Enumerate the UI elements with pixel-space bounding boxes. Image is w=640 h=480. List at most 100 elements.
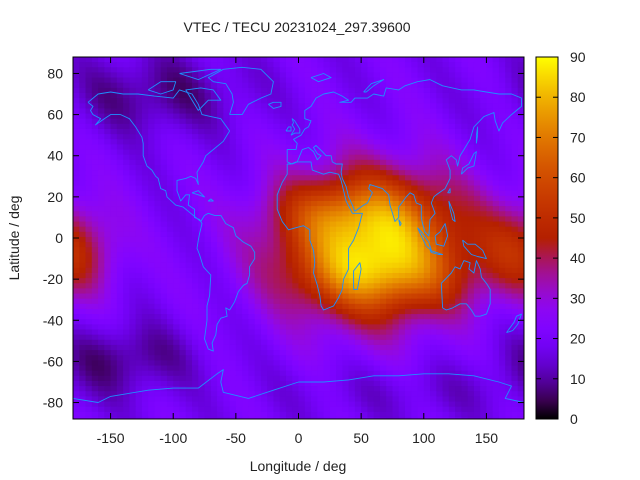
heatmap-cell (411, 164, 419, 171)
heatmap-cell (91, 57, 99, 63)
heatmap-cell (141, 77, 149, 84)
heatmap-cell (154, 98, 162, 104)
heatmap-cell (129, 314, 137, 320)
heatmap-cell (505, 159, 513, 166)
heatmap-cell (192, 303, 199, 310)
heatmap-cell (217, 257, 224, 264)
heatmap-cell (411, 67, 419, 74)
heatmap-cell (242, 329, 249, 336)
heatmap-cell (235, 324, 243, 331)
heatmap-cell (373, 92, 381, 99)
heatmap-cell (166, 149, 174, 156)
heatmap-cell (373, 216, 381, 223)
heatmap-cell (498, 103, 506, 110)
heatmap-cell (210, 308, 218, 315)
heatmap-cell (185, 334, 193, 341)
heatmap-cell (317, 272, 325, 279)
heatmap-cell (223, 144, 231, 151)
heatmap-cell (260, 231, 268, 238)
heatmap-cell (473, 355, 481, 361)
heatmap-cell (386, 108, 394, 115)
heatmap-cell (398, 339, 406, 346)
heatmap-cell (116, 350, 124, 356)
heatmap-cell (304, 77, 312, 84)
heatmap-cell (442, 386, 450, 392)
heatmap-cell (235, 57, 243, 63)
heatmap-cell (185, 319, 193, 325)
heatmap-cell (79, 108, 87, 115)
heatmap-cell (185, 355, 193, 361)
heatmap-cell (379, 324, 387, 331)
heatmap-cell (298, 293, 306, 300)
heatmap-cell (455, 103, 462, 110)
heatmap-cell (242, 98, 249, 104)
heatmap-cell (317, 159, 325, 166)
heatmap-cell (173, 206, 181, 212)
heatmap-cell (511, 170, 519, 176)
heatmap-cell (123, 98, 130, 104)
heatmap-cell (267, 272, 275, 279)
heatmap-cell (467, 396, 475, 403)
heatmap-cell (404, 391, 412, 397)
heatmap-cell (110, 221, 118, 228)
heatmap-cell (317, 314, 325, 320)
heatmap-cell (85, 283, 93, 289)
heatmap-cell (311, 108, 318, 115)
heatmap-cell (229, 216, 237, 223)
heatmap-cell (342, 324, 350, 331)
heatmap-cell (455, 278, 462, 284)
heatmap-cell (304, 216, 312, 223)
heatmap-cell (411, 103, 419, 110)
heatmap-cell (73, 236, 80, 243)
heatmap-cell (254, 200, 262, 207)
heatmap-cell (141, 170, 149, 176)
heatmap-cell (498, 267, 506, 274)
heatmap-cell (361, 386, 368, 392)
heatmap-cell (129, 396, 137, 403)
heatmap-cell (210, 180, 218, 187)
heatmap-cell (141, 92, 149, 99)
heatmap-cell (116, 72, 124, 79)
heatmap-cell (223, 319, 231, 325)
heatmap-cell (173, 344, 181, 351)
heatmap-cell (73, 164, 80, 171)
heatmap-cell (423, 175, 431, 182)
heatmap-cell (311, 185, 318, 192)
heatmap-cell (398, 77, 406, 84)
heatmap-cell (354, 267, 362, 274)
heatmap-cell (198, 118, 206, 125)
heatmap-cell (141, 185, 149, 192)
heatmap-cell (423, 293, 431, 300)
heatmap-cell (116, 319, 124, 325)
heatmap-cell (455, 123, 462, 130)
heatmap-cell (123, 231, 130, 238)
heatmap-cell (480, 298, 488, 305)
heatmap-cell (467, 231, 475, 238)
heatmap-cell (304, 319, 312, 325)
heatmap-cell (229, 242, 237, 248)
heatmap-cell (98, 391, 105, 397)
heatmap-cell (85, 262, 93, 269)
heatmap-cell (79, 72, 87, 79)
heatmap-cell (223, 190, 231, 197)
heatmap-cell (398, 139, 406, 146)
heatmap-cell (442, 92, 450, 99)
heatmap-cell (367, 257, 375, 264)
heatmap-cell (85, 62, 93, 68)
heatmap-cell (267, 257, 275, 264)
heatmap-cell (480, 82, 488, 89)
heatmap-cell (217, 82, 224, 89)
heatmap-cell (304, 375, 312, 382)
heatmap-cell (311, 216, 318, 223)
heatmap-cell (292, 375, 300, 382)
heatmap-cell (448, 103, 456, 110)
heatmap-cell (229, 77, 237, 84)
heatmap-cell (386, 267, 394, 274)
heatmap-cell (348, 149, 356, 156)
heatmap-cell (354, 159, 362, 166)
heatmap-cell (116, 144, 124, 151)
heatmap-cell (223, 386, 231, 392)
heatmap-cell (404, 118, 412, 125)
heatmap-cell (461, 206, 469, 212)
heatmap-cell (116, 231, 124, 238)
